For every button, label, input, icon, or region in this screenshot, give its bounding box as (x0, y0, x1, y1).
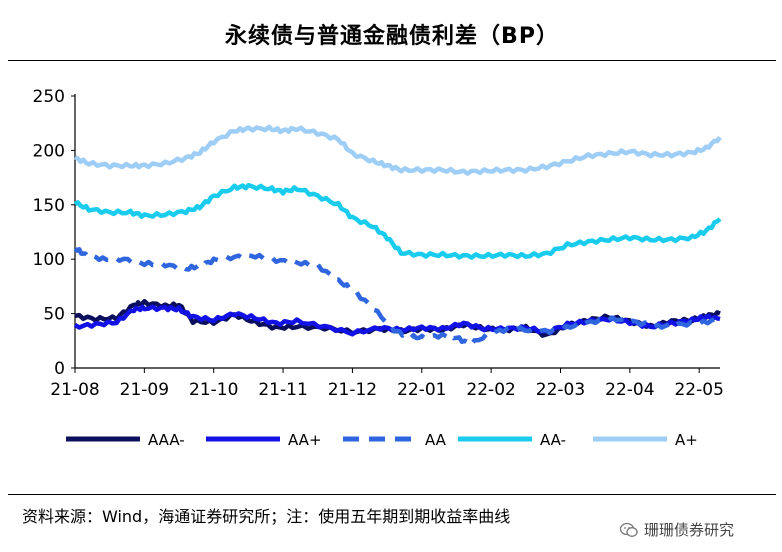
wechat-icon (620, 522, 638, 537)
chart-svg: 0 50 100 150 200 250 21-08 21-09 21-10 21-11 21-12… (33, 87, 724, 449)
x-tick-label: 21-12 (328, 380, 377, 400)
y-tick-label: 250 (33, 87, 65, 107)
y-tick-label: 200 (33, 141, 65, 161)
footer: 资料来源：Wind，海通证券研究所；注：使用五年期到期收益率曲线 珊珊债券研究 (8, 494, 776, 540)
x-tick-label: 22-05 (674, 380, 723, 400)
chart-title-bar: 永续债与普通金融债利差（BP） (8, 8, 776, 61)
x-tick-label: 22-02 (466, 380, 515, 400)
x-tick-label: 21-09 (120, 380, 169, 400)
x-tick-label: 21-11 (258, 380, 307, 400)
y-tick-label: 100 (33, 250, 65, 270)
legend-label: AA+ (288, 431, 322, 449)
legend-label: AA- (540, 431, 566, 449)
y-tick-label: 0 (54, 359, 65, 379)
legend-label: AA (425, 431, 447, 449)
source-note: 资料来源：Wind，海通证券研究所；注：使用五年期到期收益率曲线 (22, 507, 511, 526)
x-tick-label: 22-04 (605, 380, 654, 400)
legend-label: AAA- (148, 431, 185, 449)
legend-label: A+ (675, 431, 698, 449)
x-tick-label: 22-03 (536, 380, 585, 400)
x-tick-label: 21-10 (189, 380, 238, 400)
chart-title: 永续债与普通金融债利差（BP） (225, 24, 559, 49)
watermark-text: 珊珊债券研究 (644, 521, 735, 539)
series-line-A+ (74, 124, 722, 176)
x-tick-label: 22-01 (397, 380, 446, 400)
chart-frame: 永续债与普通金融债利差（BP） 0 50 100 150 200 250 21-08 21-0… (8, 8, 776, 544)
watermark: 珊珊债券研究 (620, 519, 734, 540)
y-tick-label: 150 (33, 196, 65, 216)
series-line-AA (73, 246, 721, 348)
series-line-AA- (73, 182, 722, 260)
y-tick-label: 50 (43, 305, 65, 325)
x-tick-label: 21-08 (50, 380, 99, 400)
